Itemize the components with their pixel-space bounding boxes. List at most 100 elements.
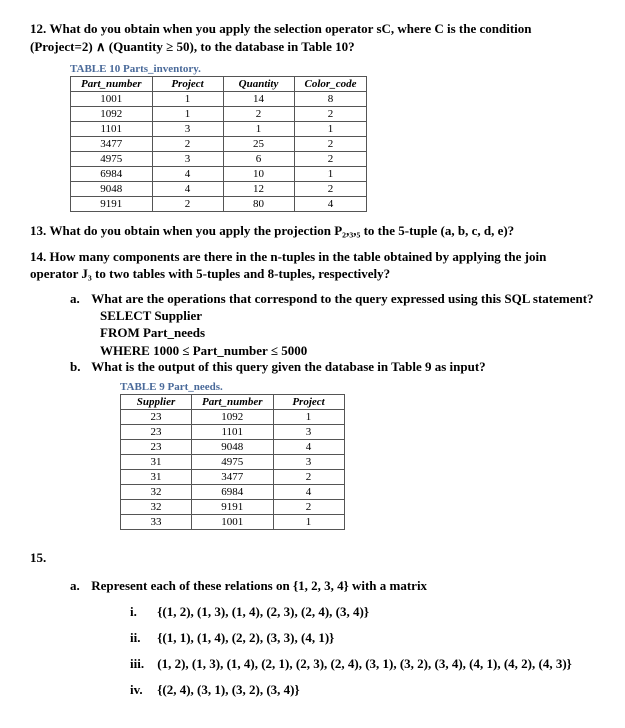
q14-a-text: What are the operations that correspond … (91, 291, 593, 306)
table-cell: 4 (294, 197, 367, 212)
table-10-title-name: Parts_inventory. (123, 63, 201, 75)
table-cell: 1092 (71, 107, 153, 122)
q15-ii: ii. {(1, 1), (1, 4), (2, 2), (3, 3), (4,… (130, 630, 595, 646)
table-row: 3291912 (121, 500, 345, 515)
table-row: 10011148 (71, 92, 367, 107)
table-row: 69844101 (71, 167, 367, 182)
q15-i-text: {(1, 2), (1, 3), (1, 4), (2, 3), (2, 4),… (157, 604, 369, 619)
table-row: 2390484 (121, 440, 345, 455)
q14-b-label: b. (70, 359, 88, 375)
table-cell: 10 (223, 167, 294, 182)
table-cell: 2 (294, 107, 367, 122)
table-cell: 2 (273, 470, 344, 485)
table-header-cell: Color_code (294, 77, 367, 92)
table-cell: 33 (121, 515, 192, 530)
table-cell: 1 (223, 122, 294, 137)
sql-line-2: FROM Part_needs (100, 324, 595, 342)
table-cell: 9191 (192, 500, 274, 515)
q15-iii-label: iii. (130, 656, 154, 672)
table-cell: 4975 (192, 455, 274, 470)
q15-iii: iii. (1, 2), (1, 3), (1, 4), (2, 1), (2,… (130, 656, 595, 672)
table-cell: 9048 (71, 182, 153, 197)
table-cell: 1 (273, 410, 344, 425)
table-cell: 12 (223, 182, 294, 197)
sql-line-3: WHERE 1000 ≤ Part_number ≤ 5000 (100, 342, 595, 360)
table-header-cell: Quantity (223, 77, 294, 92)
table-cell: 4 (152, 182, 223, 197)
q15-iv-label: iv. (130, 682, 154, 698)
q12-text: What do you obtain when you apply the se… (30, 21, 532, 54)
table-cell: 2 (152, 137, 223, 152)
table-cell: 80 (223, 197, 294, 212)
table-cell: 4 (152, 167, 223, 182)
q15-ii-text: {(1, 1), (1, 4), (2, 2), (3, 3), (4, 1)} (157, 630, 334, 645)
table-cell: 8 (294, 92, 367, 107)
q14-b: b. What is the output of this query give… (70, 359, 595, 375)
table-cell: 6984 (192, 485, 274, 500)
table-9: SupplierPart_numberProject23109212311013… (120, 394, 345, 530)
q14-a: a. What are the operations that correspo… (70, 291, 595, 307)
table-cell: 23 (121, 440, 192, 455)
table-cell: 3477 (192, 470, 274, 485)
table-cell: 9048 (192, 440, 274, 455)
table-row: 1101311 (71, 122, 367, 137)
table-10-title: TABLE 10 Parts_inventory. (70, 63, 595, 75)
q15-a-text: Represent each of these relations on {1,… (91, 578, 427, 593)
table-cell: 2 (152, 197, 223, 212)
table-10-title-prefix: TABLE 10 (70, 63, 120, 75)
table-cell: 31 (121, 455, 192, 470)
q15-a-label: a. (70, 578, 88, 594)
table-row: 2311013 (121, 425, 345, 440)
q12-text-c: C (382, 21, 391, 36)
table-cell: 4 (273, 485, 344, 500)
q15-iv-text: {(2, 4), (3, 1), (3, 2), (3, 4)} (157, 682, 299, 697)
q13-text: What do you obtain when you apply the pr… (50, 223, 515, 238)
table-row: 3310011 (121, 515, 345, 530)
table-header-cell: Part_number (71, 77, 153, 92)
table-cell: 2 (273, 500, 344, 515)
table-row: 91912804 (71, 197, 367, 212)
table-row: 1092122 (71, 107, 367, 122)
table-cell: 1092 (192, 410, 274, 425)
table-cell: 2 (223, 107, 294, 122)
table-cell: 23 (121, 425, 192, 440)
table-cell: 23 (121, 410, 192, 425)
q15-i-label: i. (130, 604, 154, 620)
table-cell: 1001 (71, 92, 153, 107)
table-cell: 3477 (71, 137, 153, 152)
q14-a-label: a. (70, 291, 88, 307)
table-cell: 25 (223, 137, 294, 152)
table-cell: 6984 (71, 167, 153, 182)
table-cell: 1 (294, 167, 367, 182)
table-cell: 6 (223, 152, 294, 167)
q14-text: How many components are there in the n-t… (30, 249, 546, 282)
table-cell: 1 (152, 92, 223, 107)
table-cell: 1 (152, 107, 223, 122)
q12-number: 12. (30, 21, 46, 36)
table-cell: 2 (294, 137, 367, 152)
question-14: 14. How many components are there in the… (30, 248, 595, 283)
table-9-title: TABLE 9 Part_needs. (120, 381, 595, 393)
q14-number: 14. (30, 249, 46, 264)
question-15: 15. (30, 550, 595, 566)
table-row: 4975362 (71, 152, 367, 167)
question-12: 12. What do you obtain when you apply th… (30, 20, 595, 55)
table-cell: 1101 (192, 425, 274, 440)
q15-ii-label: ii. (130, 630, 154, 646)
table-header-cell: Project (152, 77, 223, 92)
table-cell: 9191 (71, 197, 153, 212)
table-header-cell: Project (273, 395, 344, 410)
table-row: 90484122 (71, 182, 367, 197)
q14-b-text: What is the output of this query given t… (91, 359, 485, 374)
table-header-cell: Part_number (192, 395, 274, 410)
table-row: 3134772 (121, 470, 345, 485)
table-row: 3149753 (121, 455, 345, 470)
table-cell: 1 (273, 515, 344, 530)
q15-iv: iv. {(2, 4), (3, 1), (3, 2), (3, 4)} (130, 682, 595, 698)
table-row: 34772252 (71, 137, 367, 152)
q15-i: i. {(1, 2), (1, 3), (1, 4), (2, 3), (2, … (130, 604, 595, 620)
table-9-title-prefix: TABLE 9 (120, 381, 165, 393)
q12-text-a: What do you obtain when you apply the se… (50, 21, 382, 36)
table-cell: 2 (294, 182, 367, 197)
q15-a: a. Represent each of these relations on … (70, 578, 595, 594)
